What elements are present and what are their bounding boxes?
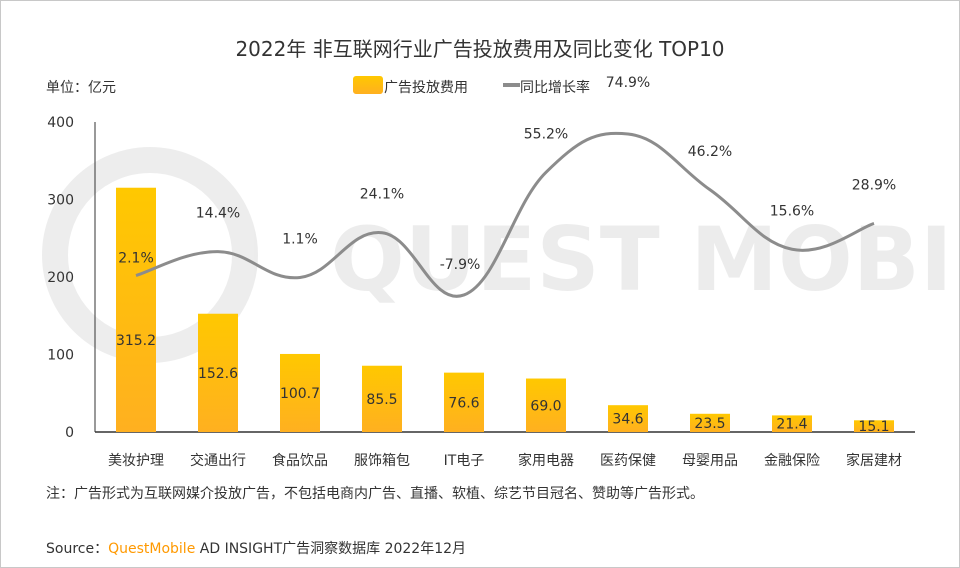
x-tick-label: 家用电器 bbox=[518, 452, 574, 469]
growth-line: 2.1% 14.4% 1.1% 24.1% -7.9% 55.2% 74.9% 46.2% 15… bbox=[118, 75, 896, 298]
line-value-label: -7.9% bbox=[440, 257, 481, 273]
bar-value-label: 69.0 bbox=[530, 398, 561, 414]
x-axis-labels: 美妆护理 交通出行 食品饮品 服饰箱包 IT电子 家用电器 医药保健 母婴用品 金融保险 家居建材 bbox=[108, 452, 902, 469]
line-value-label: 46.2% bbox=[688, 144, 732, 160]
bar-value-label: 152.6 bbox=[198, 366, 238, 382]
line-value-label: 2.1% bbox=[118, 251, 154, 267]
x-tick-label: 食品饮品 bbox=[272, 452, 328, 469]
line-value-label: 15.6% bbox=[770, 203, 814, 219]
growth-line-path bbox=[135, 131, 875, 298]
legend: 广告投放费用 同比增长率 bbox=[353, 76, 590, 96]
x-tick-label: 服饰箱包 bbox=[354, 453, 410, 469]
x-tick-label: 家居建材 bbox=[846, 452, 902, 469]
bar bbox=[690, 413, 730, 432]
bar bbox=[198, 313, 238, 432]
bar bbox=[116, 187, 156, 432]
legend-line-label: 同比增长率 bbox=[520, 79, 590, 96]
bar bbox=[772, 415, 812, 432]
x-tick-label: 交通出行 bbox=[190, 452, 246, 469]
bars: 315.2 152.6 100.7 85.5 76.6 69.0 34.6 23.5 21.4 1… bbox=[116, 187, 894, 435]
legend-bar-label: 广告投放费用 bbox=[384, 80, 468, 96]
bar bbox=[362, 365, 402, 432]
bar-value-label: 315.2 bbox=[116, 333, 156, 349]
source-brand: QuestMobile bbox=[108, 541, 195, 557]
bar bbox=[608, 405, 648, 432]
footnote: 注：广告形式为互联网媒介投放广告，不包括电商内广告、直播、软植、综艺节目冠名、赞… bbox=[46, 485, 704, 502]
line-value-label: 28.9% bbox=[852, 177, 896, 193]
bar-value-label: 34.6 bbox=[612, 412, 643, 428]
line-value-label: 14.4% bbox=[196, 206, 240, 222]
x-tick-label: 母婴用品 bbox=[682, 453, 738, 469]
chart-title: 2022年 非互联网行业广告投放费用及同比变化 TOP10 bbox=[235, 37, 724, 61]
y-tick-label: 0 bbox=[65, 425, 74, 441]
y-tick-label: 400 bbox=[47, 115, 74, 131]
bar-value-label: 15.1 bbox=[858, 419, 889, 435]
unit-label: 单位：亿元 bbox=[46, 80, 116, 96]
source: Source：QuestMobile AD INSIGHT广告洞察数据库 202… bbox=[46, 540, 466, 557]
line-value-label: 55.2% bbox=[524, 126, 568, 142]
x-tick-label: 医药保健 bbox=[600, 453, 656, 469]
bar bbox=[444, 372, 484, 432]
bar-value-label: 23.5 bbox=[694, 416, 725, 432]
bar bbox=[854, 420, 894, 432]
bar-value-label: 85.5 bbox=[366, 392, 397, 408]
bar bbox=[526, 378, 566, 432]
watermark: QUEST MOBILE bbox=[42, 147, 960, 363]
y-tick-label: 200 bbox=[47, 270, 74, 286]
x-tick-label: 美妆护理 bbox=[108, 453, 164, 469]
y-tick-label: 300 bbox=[47, 193, 74, 209]
x-tick-label: IT电子 bbox=[444, 453, 485, 469]
bar-value-label: 21.4 bbox=[776, 417, 807, 433]
legend-bar-swatch bbox=[353, 76, 383, 94]
y-tick-label: 100 bbox=[47, 348, 74, 364]
line-value-label: 1.1% bbox=[282, 231, 318, 247]
svg-text:QUEST MOBILE: QUEST MOBILE bbox=[330, 208, 960, 311]
bar-value-label: 100.7 bbox=[280, 386, 320, 402]
line-value-label: 24.1% bbox=[360, 187, 404, 203]
x-tick-label: 金融保险 bbox=[764, 453, 820, 469]
bar bbox=[280, 353, 320, 432]
line-value-label: 74.9% bbox=[606, 75, 650, 91]
bar-value-label: 76.6 bbox=[448, 395, 479, 411]
